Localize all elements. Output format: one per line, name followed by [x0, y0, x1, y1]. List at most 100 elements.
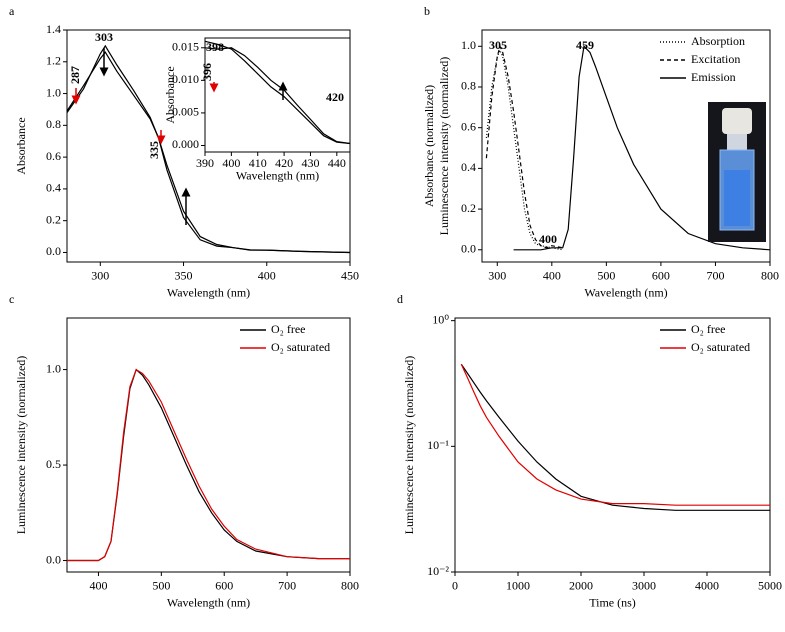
x-axis-label: Wavelength (nm) — [584, 285, 667, 299]
x-tick-label: 1000 — [506, 579, 530, 593]
inset: 390 400 410 420 430 440 0.000 0.005 0.010 0.015 Wa… — [163, 37, 351, 182]
y-axis-label: Luminescence intensity (normalized) — [437, 57, 451, 236]
panel: 300 350 400 450 0.0 0.2 0.4 0.6 0.8 1.0 1.2 1.4 Wave… — [9, 4, 359, 300]
series-line — [204, 47, 351, 145]
plot-frame — [204, 37, 351, 153]
annotation: 396 — [200, 63, 214, 81]
legend-label: O₂ free — [271, 322, 306, 336]
panel-label: b — [424, 4, 430, 18]
annotation: 303 — [95, 30, 113, 44]
y-tick-label: 0.015 — [172, 40, 199, 54]
y-axis-label: Absorbance — [163, 66, 177, 123]
series-line — [67, 368, 350, 562]
x-tick-label: 500 — [152, 579, 170, 593]
x-axis-label: Wavelength (nm) — [167, 285, 250, 299]
y-tick-label: 1.0 — [461, 38, 476, 52]
x-tick-label: 400 — [258, 269, 276, 283]
x-tick-label: 390 — [196, 156, 214, 170]
y-tick-label: 1.2 — [46, 54, 61, 68]
x-tick-label: 400 — [89, 579, 107, 593]
x-axis-label: Time (ns) — [589, 595, 636, 609]
cuvette-neck — [727, 134, 747, 150]
x-tick-label: 4000 — [695, 579, 719, 593]
y-tick-label: 0.2 — [461, 201, 476, 215]
cuvette-glow — [724, 170, 750, 226]
series-line — [485, 48, 563, 251]
plot-frame — [66, 317, 351, 573]
series-line — [513, 45, 771, 251]
y-tick-label: 1.0 — [46, 85, 61, 99]
y-tick-label: 10⁻¹ — [427, 438, 449, 452]
x-tick-label: 2000 — [569, 579, 593, 593]
y-axis-label: Absorbance (normalized) — [422, 85, 436, 207]
panel: 0 1000 2000 3000 4000 5000 10⁻² 10⁻¹ 10⁰ Time (ns… — [397, 292, 782, 610]
x-tick-label: 700 — [706, 269, 724, 283]
panel: 400 500 600 700 800 0.0 0.5 1.0 Wavelength (nm) L… — [9, 292, 359, 610]
y-tick-label: 1.4 — [46, 22, 61, 36]
x-tick-label: 500 — [597, 269, 615, 283]
series-line — [460, 363, 770, 511]
series-line — [460, 363, 770, 506]
cuvette-cap — [722, 108, 752, 134]
y-axis-label: Absorbance — [14, 117, 28, 174]
y-tick-label: 0.2 — [46, 212, 61, 226]
y-tick-label: 0.0 — [46, 244, 61, 258]
panel-label: d — [397, 292, 403, 306]
y-tick-label: 0.6 — [461, 119, 476, 133]
series-line — [485, 44, 563, 249]
y-tick-label: 0.010 — [172, 72, 199, 86]
x-tick-label: 600 — [652, 269, 670, 283]
x-tick-label: 700 — [278, 579, 296, 593]
y-tick-label: 0.0 — [46, 552, 61, 566]
y-tick-label: 0.4 — [46, 181, 61, 195]
legend-label: O₂ free — [691, 322, 726, 336]
annotation: 459 — [576, 38, 594, 52]
y-tick-label: 10⁰ — [432, 312, 449, 326]
y-tick-label: 0.000 — [172, 137, 199, 151]
x-tick-label: 430 — [301, 156, 319, 170]
annotation: 420 — [326, 90, 344, 104]
y-axis-label: Luminescence intensity (normalized) — [402, 356, 416, 535]
x-tick-label: 440 — [328, 156, 346, 170]
x-tick-label: 800 — [761, 269, 779, 283]
y-tick-label: 0.0 — [461, 242, 476, 256]
x-tick-label: 400 — [543, 269, 561, 283]
x-tick-label: 420 — [275, 156, 293, 170]
y-tick-label: 0.4 — [461, 160, 476, 174]
x-axis-label: Wavelength (nm) — [236, 168, 319, 182]
plot-frame — [481, 29, 771, 263]
x-tick-label: 400 — [222, 156, 240, 170]
x-tick-label: 800 — [341, 579, 359, 593]
legend-label: Excitation — [691, 52, 740, 66]
y-tick-label: 0.8 — [461, 79, 476, 93]
annotation: 305 — [489, 38, 507, 52]
plot-frame — [454, 317, 771, 573]
series-line — [67, 368, 350, 562]
y-tick-label: 1.0 — [46, 361, 61, 375]
legend-label: O₂ saturated — [691, 340, 750, 354]
legend-label: Emission — [691, 70, 736, 84]
annotation: 400 — [539, 232, 557, 246]
x-tick-label: 410 — [249, 156, 267, 170]
legend-label: Absorption — [691, 34, 745, 48]
x-tick-label: 0 — [452, 579, 458, 593]
y-tick-label: 0.8 — [46, 117, 61, 131]
x-tick-label: 3000 — [632, 579, 656, 593]
x-tick-label: 350 — [175, 269, 193, 283]
x-tick-label: 600 — [215, 579, 233, 593]
y-tick-label: 0.005 — [172, 105, 199, 119]
annotation: 335 — [147, 141, 161, 159]
annotation: 287 — [68, 66, 82, 84]
x-tick-label: 5000 — [758, 579, 782, 593]
inset-background — [205, 38, 350, 152]
annotation: 398 — [206, 40, 224, 54]
legend-label: O₂ saturated — [271, 340, 330, 354]
panel-label: c — [9, 292, 14, 306]
x-tick-label: 300 — [488, 269, 506, 283]
y-tick-label: 0.6 — [46, 149, 61, 163]
x-tick-label: 300 — [91, 269, 109, 283]
panel: 300 400 500 600 700 800 0.0 0.2 0.4 0.6 0.8 1.0 Wave… — [422, 4, 779, 300]
y-axis-label: Luminescence intensity (normalized) — [14, 356, 28, 535]
y-tick-label: 0.5 — [46, 457, 61, 471]
panel-label: a — [9, 4, 15, 18]
